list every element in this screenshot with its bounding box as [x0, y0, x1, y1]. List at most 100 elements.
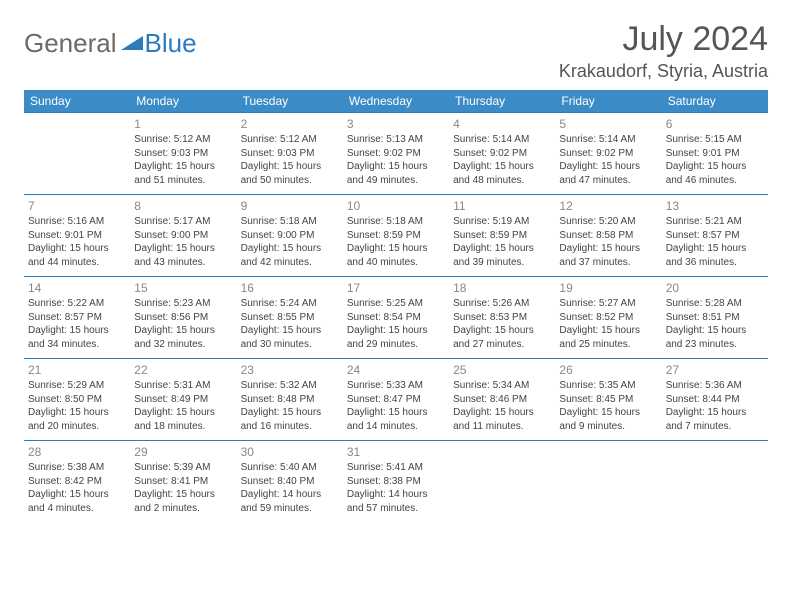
weekday-header: Saturday: [662, 90, 768, 113]
day-cell: 9Sunrise: 5:18 AMSunset: 9:00 PMDaylight…: [237, 195, 343, 277]
sunrise-line: Sunrise: 5:14 AM: [559, 133, 657, 147]
sunrise-line: Sunrise: 5:38 AM: [28, 461, 126, 475]
day-cell: 20Sunrise: 5:28 AMSunset: 8:51 PMDayligh…: [662, 277, 768, 359]
header: General Blue July 2024 Krakaudorf, Styri…: [24, 20, 768, 82]
day-number: 1: [134, 116, 232, 132]
day-cell: 4Sunrise: 5:14 AMSunset: 9:02 PMDaylight…: [449, 113, 555, 195]
sunset-line: Sunset: 9:00 PM: [134, 229, 232, 243]
day-number: 12: [559, 198, 657, 214]
day-cell: 17Sunrise: 5:25 AMSunset: 8:54 PMDayligh…: [343, 277, 449, 359]
location: Krakaudorf, Styria, Austria: [559, 61, 768, 82]
sunrise-line: Sunrise: 5:40 AM: [241, 461, 339, 475]
sunrise-line: Sunrise: 5:13 AM: [347, 133, 445, 147]
sunrise-line: Sunrise: 5:25 AM: [347, 297, 445, 311]
daylight-line: Daylight: 15 hours and 47 minutes.: [559, 160, 657, 187]
day-number: 29: [134, 444, 232, 460]
sunrise-line: Sunrise: 5:22 AM: [28, 297, 126, 311]
day-number: 7: [28, 198, 126, 214]
logo-text-general: General: [24, 28, 117, 59]
sunset-line: Sunset: 9:03 PM: [134, 147, 232, 161]
sunrise-line: Sunrise: 5:39 AM: [134, 461, 232, 475]
sunrise-line: Sunrise: 5:14 AM: [453, 133, 551, 147]
sunrise-line: Sunrise: 5:24 AM: [241, 297, 339, 311]
daylight-line: Daylight: 15 hours and 16 minutes.: [241, 406, 339, 433]
weekday-header: Sunday: [24, 90, 130, 113]
sunset-line: Sunset: 8:44 PM: [666, 393, 764, 407]
sunset-line: Sunset: 8:58 PM: [559, 229, 657, 243]
daylight-line: Daylight: 15 hours and 27 minutes.: [453, 324, 551, 351]
day-cell: 10Sunrise: 5:18 AMSunset: 8:59 PMDayligh…: [343, 195, 449, 277]
day-number: 8: [134, 198, 232, 214]
daylight-line: Daylight: 15 hours and 48 minutes.: [453, 160, 551, 187]
day-number: 18: [453, 280, 551, 296]
daylight-line: Daylight: 15 hours and 18 minutes.: [134, 406, 232, 433]
day-number: 27: [666, 362, 764, 378]
day-number: 16: [241, 280, 339, 296]
weekday-row: SundayMondayTuesdayWednesdayThursdayFrid…: [24, 90, 768, 113]
sunset-line: Sunset: 9:00 PM: [241, 229, 339, 243]
sunrise-line: Sunrise: 5:16 AM: [28, 215, 126, 229]
day-number: 13: [666, 198, 764, 214]
daylight-line: Daylight: 15 hours and 40 minutes.: [347, 242, 445, 269]
day-number: 17: [347, 280, 445, 296]
day-cell: 11Sunrise: 5:19 AMSunset: 8:59 PMDayligh…: [449, 195, 555, 277]
daylight-line: Daylight: 15 hours and 25 minutes.: [559, 324, 657, 351]
day-cell: 27Sunrise: 5:36 AMSunset: 8:44 PMDayligh…: [662, 359, 768, 441]
day-cell: 26Sunrise: 5:35 AMSunset: 8:45 PMDayligh…: [555, 359, 661, 441]
day-number: 6: [666, 116, 764, 132]
weekday-header: Friday: [555, 90, 661, 113]
empty-cell: [555, 441, 661, 523]
sunset-line: Sunset: 9:01 PM: [666, 147, 764, 161]
daylight-line: Daylight: 15 hours and 44 minutes.: [28, 242, 126, 269]
calendar-head: SundayMondayTuesdayWednesdayThursdayFrid…: [24, 90, 768, 113]
day-cell: 28Sunrise: 5:38 AMSunset: 8:42 PMDayligh…: [24, 441, 130, 523]
sunset-line: Sunset: 8:51 PM: [666, 311, 764, 325]
sunset-line: Sunset: 8:47 PM: [347, 393, 445, 407]
sunrise-line: Sunrise: 5:19 AM: [453, 215, 551, 229]
day-cell: 31Sunrise: 5:41 AMSunset: 8:38 PMDayligh…: [343, 441, 449, 523]
logo: General Blue: [24, 28, 197, 59]
calendar-body: 1Sunrise: 5:12 AMSunset: 9:03 PMDaylight…: [24, 113, 768, 523]
sunset-line: Sunset: 8:45 PM: [559, 393, 657, 407]
sunset-line: Sunset: 8:57 PM: [666, 229, 764, 243]
sunset-line: Sunset: 8:48 PM: [241, 393, 339, 407]
daylight-line: Daylight: 15 hours and 51 minutes.: [134, 160, 232, 187]
day-number: 22: [134, 362, 232, 378]
daylight-line: Daylight: 15 hours and 7 minutes.: [666, 406, 764, 433]
sunrise-line: Sunrise: 5:32 AM: [241, 379, 339, 393]
day-number: 3: [347, 116, 445, 132]
day-cell: 2Sunrise: 5:12 AMSunset: 9:03 PMDaylight…: [237, 113, 343, 195]
day-number: 31: [347, 444, 445, 460]
sunset-line: Sunset: 8:42 PM: [28, 475, 126, 489]
day-number: 2: [241, 116, 339, 132]
sunset-line: Sunset: 9:03 PM: [241, 147, 339, 161]
sunrise-line: Sunrise: 5:12 AM: [241, 133, 339, 147]
week-row: 14Sunrise: 5:22 AMSunset: 8:57 PMDayligh…: [24, 277, 768, 359]
sunrise-line: Sunrise: 5:15 AM: [666, 133, 764, 147]
daylight-line: Daylight: 15 hours and 11 minutes.: [453, 406, 551, 433]
sunrise-line: Sunrise: 5:28 AM: [666, 297, 764, 311]
title-block: July 2024 Krakaudorf, Styria, Austria: [559, 20, 768, 82]
day-number: 24: [347, 362, 445, 378]
day-number: 28: [28, 444, 126, 460]
day-number: 14: [28, 280, 126, 296]
sunrise-line: Sunrise: 5:34 AM: [453, 379, 551, 393]
day-number: 9: [241, 198, 339, 214]
day-cell: 7Sunrise: 5:16 AMSunset: 9:01 PMDaylight…: [24, 195, 130, 277]
day-number: 5: [559, 116, 657, 132]
day-cell: 15Sunrise: 5:23 AMSunset: 8:56 PMDayligh…: [130, 277, 236, 359]
day-cell: 5Sunrise: 5:14 AMSunset: 9:02 PMDaylight…: [555, 113, 661, 195]
daylight-line: Daylight: 15 hours and 34 minutes.: [28, 324, 126, 351]
weekday-header: Tuesday: [237, 90, 343, 113]
sunset-line: Sunset: 8:53 PM: [453, 311, 551, 325]
day-number: 23: [241, 362, 339, 378]
weekday-header: Monday: [130, 90, 236, 113]
daylight-line: Daylight: 15 hours and 50 minutes.: [241, 160, 339, 187]
day-cell: 29Sunrise: 5:39 AMSunset: 8:41 PMDayligh…: [130, 441, 236, 523]
sunset-line: Sunset: 9:02 PM: [559, 147, 657, 161]
sunset-line: Sunset: 8:38 PM: [347, 475, 445, 489]
day-cell: 30Sunrise: 5:40 AMSunset: 8:40 PMDayligh…: [237, 441, 343, 523]
week-row: 7Sunrise: 5:16 AMSunset: 9:01 PMDaylight…: [24, 195, 768, 277]
sunrise-line: Sunrise: 5:18 AM: [241, 215, 339, 229]
sunrise-line: Sunrise: 5:21 AM: [666, 215, 764, 229]
